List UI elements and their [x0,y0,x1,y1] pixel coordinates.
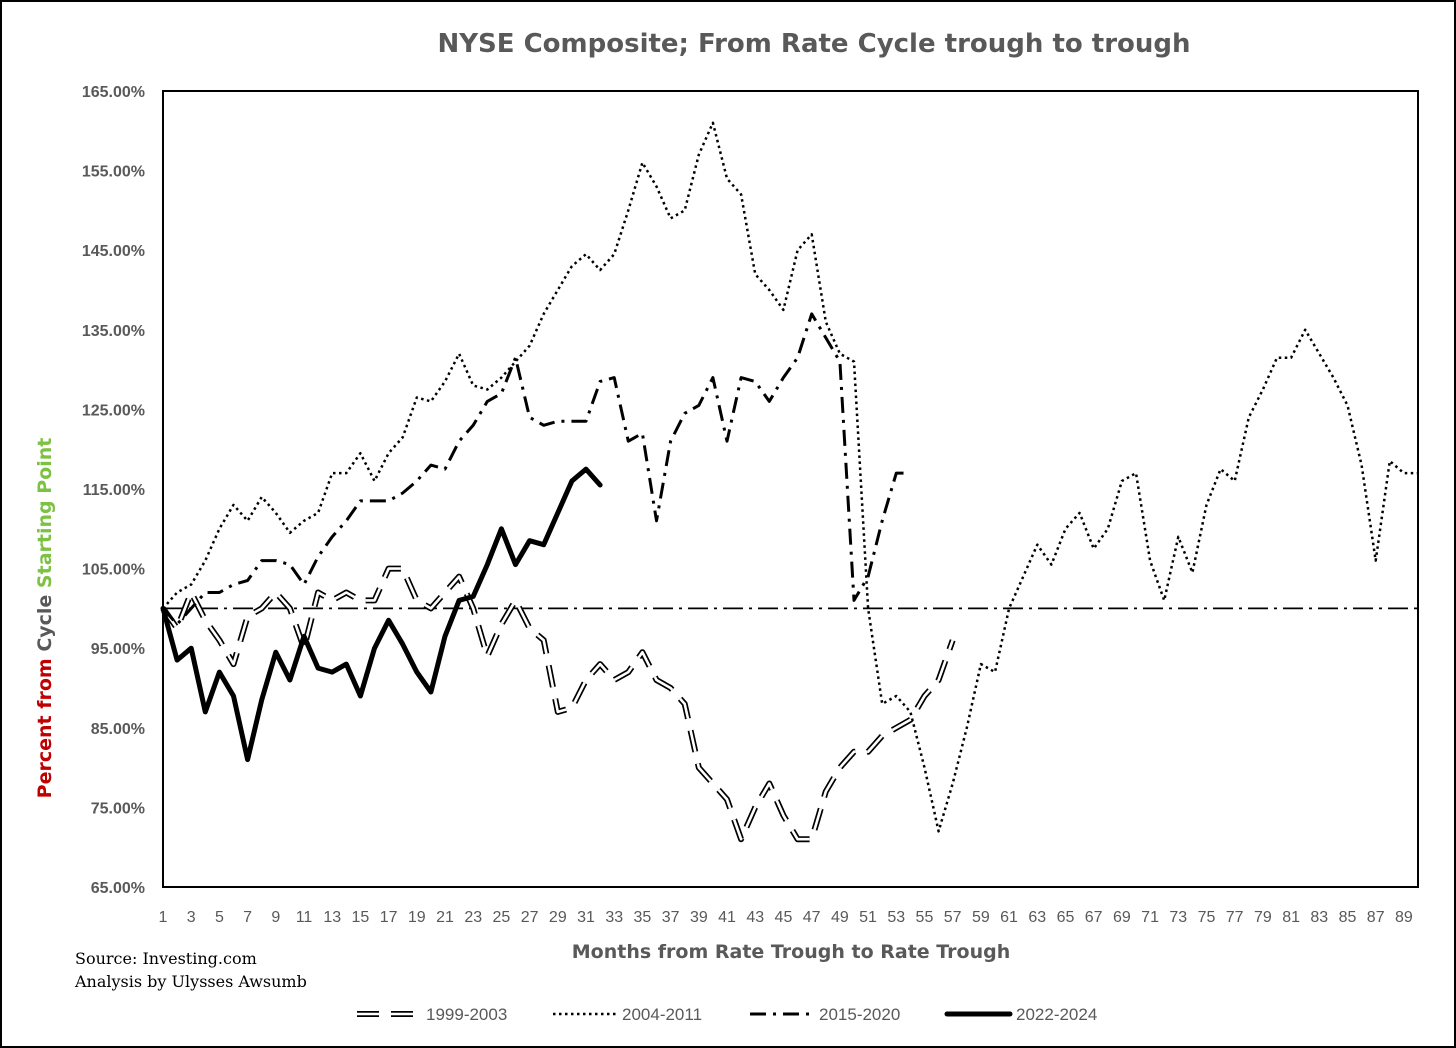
x-tick-label: 81 [1282,909,1300,926]
series-2015-2020-line [161,312,911,626]
x-tick-label: 33 [605,909,623,926]
x-tick-label: 69 [1113,909,1131,926]
x-tick-label: 57 [944,909,962,926]
x-tick-label: 77 [1226,909,1244,926]
x-tick-label: 53 [887,909,905,926]
x-tick-label: 47 [803,909,821,926]
x-tick-label: 59 [972,909,990,926]
legend-item: 1999-2003 [357,1005,507,1024]
x-tick-label: 89 [1395,909,1413,926]
x-tick-label: 75 [1198,909,1216,926]
y-axis-label-part: Percent from [34,652,56,799]
x-tick-label: 35 [634,909,652,926]
y-tick-label: 65.00% [91,880,145,897]
x-tick-label: 19 [408,909,426,926]
chart-title: NYSE Composite; From Rate Cycle trough t… [437,29,1190,59]
x-tick-label: 11 [296,909,313,926]
x-tick-label: 5 [215,909,224,926]
x-tick-label: 61 [1000,909,1018,926]
series-2004-2011 [162,121,1418,833]
x-tick-label: 9 [271,909,280,926]
y-tick-label: 165.00% [82,84,145,101]
x-tick-label: 83 [1310,909,1328,926]
legend-item: 2015-2020 [750,1005,900,1024]
x-tick-label: 37 [662,909,680,926]
x-tick-label: 63 [1028,909,1046,926]
y-tick-label: 75.00% [91,800,145,817]
y-tick-label: 125.00% [82,402,145,419]
y-tick-label: 95.00% [91,641,145,658]
x-tick-label: 45 [775,909,793,926]
legend-item: 2004-2011 [553,1005,702,1024]
x-tick-label: 29 [549,909,567,926]
x-tick-label: 65 [1057,909,1075,926]
x-tick-label: 7 [243,909,252,926]
x-tick-label: 55 [916,909,934,926]
y-tick-label: 85.00% [91,721,145,738]
x-tick-label: 71 [1141,909,1159,926]
x-axis-label: Months from Rate Trough to Rate Trough [572,941,1010,963]
x-tick-label: 27 [521,909,539,926]
x-tick-label: 73 [1169,909,1187,926]
legend-item: 2022-2024 [944,1005,1097,1024]
x-tick-label: 31 [577,909,595,926]
x-tick-label: 17 [380,909,398,926]
legend-label: 2015-2020 [819,1005,900,1024]
series-2015-2020 [161,312,911,626]
y-tick-label: 155.00% [82,164,145,181]
series-1999-2003-inner [161,567,954,841]
series-1999-2003 [160,565,956,843]
y-tick-label: 135.00% [82,323,145,340]
y-tick-label: 115.00% [83,482,145,499]
plot-border [162,90,1419,888]
x-tick-label: 21 [436,909,454,926]
x-tick-label: 43 [746,909,764,926]
legend-label: 2004-2011 [622,1005,702,1024]
y-axis-label-part: Starting Point [34,438,56,588]
x-tick-label: 15 [352,909,370,926]
x-tick-label: 25 [493,909,511,926]
plot-area: 65.00%75.00%85.00%95.00%105.00%115.00%12… [82,84,1419,926]
x-tick-label: 13 [323,909,341,926]
legend-label: 1999-2003 [426,1005,507,1024]
x-tick-label: 39 [690,909,708,926]
source-line-2: Analysis by Ulysses Awsumb [74,972,307,991]
x-tick-label: 1 [159,909,168,926]
x-tick-label: 49 [831,909,849,926]
legend-label: 2022-2024 [1016,1005,1097,1024]
x-tick-label: 85 [1339,909,1357,926]
y-axis-label: Percent from Cycle Starting Point [34,438,56,799]
y-axis-label-part: Cycle [34,588,56,652]
series-2022-2024 [160,466,603,763]
source-line-1: Source: Investing.com [75,949,257,968]
legend: 1999-2003 2004-2011 2015-2020 2022-2024 [357,1005,1097,1024]
x-tick-label: 51 [859,909,877,926]
x-tick-label: 79 [1254,909,1272,926]
x-tick-label: 87 [1367,909,1385,926]
series-2022-2024-line [160,466,603,763]
y-tick-label: 105.00% [82,562,145,579]
x-tick-label: 67 [1085,909,1103,926]
series-2004-2011-line [162,121,1418,833]
y-tick-label: 145.00% [82,243,145,260]
x-tick-label: 23 [464,909,482,926]
x-tick-label: 3 [187,909,196,926]
x-tick-label: 41 [718,909,736,926]
